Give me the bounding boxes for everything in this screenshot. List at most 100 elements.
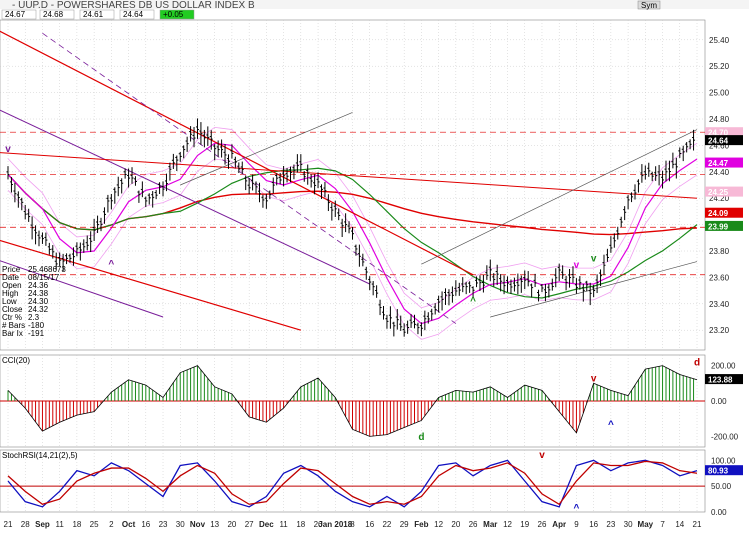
cci-line [7, 365, 698, 437]
window-title: - UUP.D - POWERSHARES DB US DOLLAR INDEX… [12, 0, 255, 11]
info-value: 2.3 [28, 313, 40, 322]
price-axis-label: 23.60 [709, 273, 730, 282]
chart-annotation: ^ [470, 296, 476, 307]
x-axis-label: Jan 2018 [318, 520, 352, 529]
x-axis-label: 21 [4, 520, 13, 529]
x-axis-label: 20 [227, 520, 236, 529]
upper-band [7, 126, 698, 309]
price-axis-label: 23.40 [709, 300, 730, 309]
x-axis-label: 23 [159, 520, 168, 529]
x-axis-label: 20 [451, 520, 460, 529]
price-tag [705, 220, 743, 231]
gray-trend-line [180, 112, 353, 186]
x-axis-label: 16 [589, 520, 598, 529]
gray-trend-line [421, 129, 698, 265]
x-axis-label: 30 [624, 520, 633, 529]
price-tag-label: 24.64 [708, 137, 729, 146]
x-axis-label: 14 [675, 520, 684, 529]
price-axis-label: 25.40 [709, 36, 730, 45]
x-axis-label: 16 [365, 520, 374, 529]
price-tag-label: 23.99 [708, 222, 729, 231]
price-tag [705, 207, 743, 218]
stochrsi-annotation: ^ [574, 503, 580, 514]
chart-annotation: v [5, 144, 11, 155]
x-axis-label: 26 [314, 520, 323, 529]
title-bar-bg [0, 0, 749, 9]
x-axis-label: 7 [660, 520, 665, 529]
x-axis-label: 19 [520, 520, 529, 529]
x-axis-label: Apr [552, 520, 566, 529]
x-axis-label: 9 [574, 520, 579, 529]
stochrsi-last-tag [705, 465, 743, 476]
price-tag-label: 24.70 [708, 129, 729, 138]
cci-last-tag [705, 374, 743, 385]
quote-box [39, 9, 75, 20]
x-axis-label: 28 [21, 520, 30, 529]
x-axis-label: 26 [538, 520, 547, 529]
sym-button-label: Sym [641, 1, 657, 10]
x-axis-label: 12 [503, 520, 512, 529]
quote-value: 24.61 [83, 10, 104, 19]
quote-value: 24.67 [5, 10, 26, 19]
cci-last-label: 123.88 [708, 376, 733, 385]
purple-trend-line [0, 260, 164, 318]
info-value: 24.36 [28, 281, 49, 290]
chart-annotation: v [591, 254, 597, 265]
info-key: Open [2, 281, 22, 290]
quote-box [119, 9, 155, 20]
sym-button [637, 0, 661, 10]
cci-title: CCI(20) [2, 356, 30, 365]
chart-annotation: v [574, 260, 580, 271]
x-axis-label: 18 [296, 520, 305, 529]
x-axis-label: 11 [56, 520, 65, 529]
title-bar: - UUP.D - POWERSHARES DB US DOLLAR INDEX… [0, 0, 749, 11]
x-axis-label: Sep [35, 520, 50, 529]
price-axis-label: 25.20 [709, 62, 730, 71]
x-axis-label: 26 [469, 520, 478, 529]
info-value: -191 [28, 329, 45, 338]
chart-annotation: ^ [108, 259, 114, 270]
stochrsi-title: StochRSI(14,21(2),5) [2, 451, 78, 460]
x-axis-label: Dec [259, 520, 274, 529]
quote-box [159, 9, 195, 20]
stochrsi-axis-label: 50.00 [711, 482, 732, 491]
downtrend-line [0, 239, 301, 331]
x-axis-label: 25 [90, 520, 99, 529]
info-value: 25.468673 [28, 265, 66, 274]
info-key: Ctr % [2, 313, 22, 322]
cci-annotation: ^ [608, 420, 614, 431]
info-key: High [2, 289, 18, 298]
stochrsi-last-label: 80.93 [708, 467, 729, 476]
x-axis-label: 21 [693, 520, 702, 529]
purple-trend-line [0, 109, 370, 285]
x-axis-label: 29 [400, 520, 409, 529]
x-axis-label: 22 [382, 520, 391, 529]
price-axis-label: 24.40 [709, 168, 730, 177]
price-axis-label: 24.80 [709, 115, 730, 124]
price-axis-label: 23.80 [709, 247, 730, 256]
x-axis-label: 18 [72, 520, 81, 529]
price-bars [6, 118, 696, 337]
quote-row: 24.67 24.68 24.61 24.64 +0.05 [1, 9, 195, 20]
cci-axis-label: 0.00 [711, 397, 727, 406]
x-axis-label: 27 [245, 520, 254, 529]
x-axis-label: Mar [483, 520, 497, 529]
info-value: 24.32 [28, 305, 49, 314]
upper-trend-line [0, 152, 698, 199]
x-axis-label: Nov [190, 520, 206, 529]
info-key: # Bars [2, 321, 25, 330]
x-axis-label: 23 [606, 520, 615, 529]
cci-annotation: d [418, 432, 424, 443]
cci-annotation: d [694, 358, 700, 369]
price-axis-label: 24.20 [709, 194, 730, 203]
stochrsi-slow-line [7, 460, 698, 506]
stochrsi-axis-label: 0.00 [711, 508, 727, 517]
stochrsi-annotation: v [539, 450, 545, 461]
x-axis-label: 13 [210, 520, 219, 529]
price-tag-label: 24.47 [708, 159, 729, 168]
x-axis-label: 12 [434, 520, 443, 529]
x-axis-label: 11 [279, 520, 288, 529]
x-axis-label: 16 [141, 520, 150, 529]
info-value: 08/15/17 [28, 273, 60, 282]
